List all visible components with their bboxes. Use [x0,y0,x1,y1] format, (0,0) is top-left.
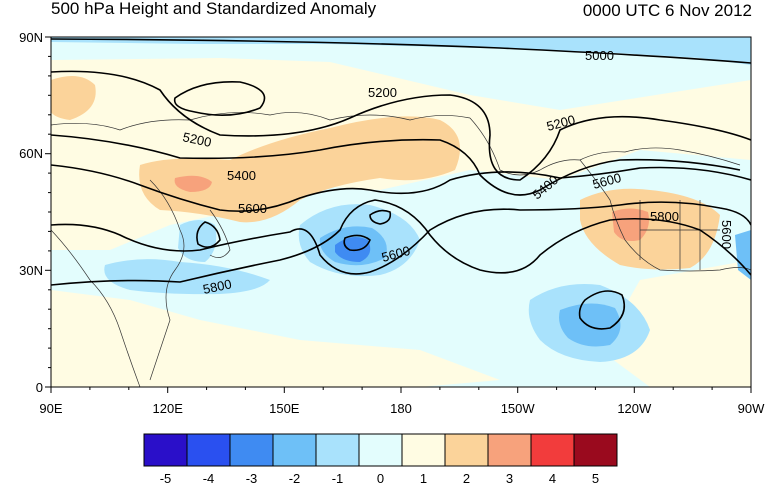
colorbar-label: -3 [246,471,258,486]
coastline-west-us [579,159,751,272]
colorbar-swatch [444,433,489,467]
anomaly-area-warm4 [580,188,720,270]
map-timestamp: 0000 UTC 6 Nov 2012 [582,1,752,20]
contour-subtrop-low [578,290,626,330]
colorbar-swatch [573,433,618,467]
lon-label-120w: 120W [617,401,652,416]
lat-label-60n: 60N [19,146,43,161]
colorbar-swatch [401,433,446,467]
anomaly-area-warm2 [139,116,460,223]
contour-label-5600-b: 5600 [380,243,412,265]
coastline-siberia [51,112,471,131]
colorbar-swatch [143,433,188,467]
borders-us-states [639,200,720,270]
lon-label-90w: 90W [738,401,765,416]
colorbar-label: -5 [160,471,172,486]
coastline-east-asia [149,179,185,381]
colorbar-swatch [530,433,575,467]
lat-label-30n: 30N [19,263,43,278]
anomaly-area-pos2 [51,290,500,387]
coastline-se-asia [51,229,141,387]
lat-ticks [45,36,51,388]
contour-label-5600-c: 5600 [591,170,623,192]
contour-5000 [51,38,751,64]
colorbar-label: 0 [377,471,384,486]
contour-label-5200-c: 5200 [545,112,577,134]
colorbar: -5 -4 -3 -2 -1 0 1 2 3 4 5 [143,433,618,486]
colorbar-label: 1 [420,471,427,486]
height-contours [51,38,751,330]
coastlines [51,112,751,387]
contour-label-5200-a: 5200 [368,85,397,100]
lon-label-150w: 150W [501,401,536,416]
contour-label-5400-a: 5400 [227,168,256,183]
colorbar-label: 5 [592,471,599,486]
coastline-japan [209,209,231,258]
colorbar-label: -2 [289,471,301,486]
colorbar-swatch [186,433,231,467]
contour-label-5800-b: 5800 [650,209,679,224]
colorbar-label: 2 [463,471,470,486]
contour-5600 [51,164,751,212]
contour-low-ring2 [343,234,371,252]
colorbar-label: 3 [506,471,513,486]
contour-label-5200-b: 5200 [181,129,212,150]
colorbar-swatch [358,433,403,467]
contour-label-5000: 5000 [585,48,614,63]
contour-japan-low [196,221,221,248]
contour-5800 [51,199,751,286]
colorbar-swatch [272,433,317,467]
colorbar-swatch [487,433,532,467]
contour-label-5800-a: 5800 [202,276,233,297]
anomaly-field [51,37,751,387]
anomaly-area-neg0 [51,37,751,65]
lon-label-120e: 120E [153,401,184,416]
anomaly-area-cool7 [559,303,621,347]
contour-low-ring1 [369,209,392,225]
contour-label-5600-a: 5600 [238,201,267,216]
colorbar-label: -1 [332,471,344,486]
colorbar-label: -4 [203,471,215,486]
lon-label-90e: 90E [39,401,62,416]
contour-5600-lower [51,201,751,275]
colorbar-swatch [229,433,274,467]
lon-label-180: 180 [390,401,412,416]
lon-ticks [50,387,752,393]
anomaly-area-pos3 [600,260,751,387]
contour-5200-ring [173,81,266,116]
contour-5200 [51,70,751,181]
contour-5400 [51,134,741,196]
lon-label-150e: 150E [269,401,300,416]
colorbar-label: 4 [549,471,556,486]
lat-label-0: 0 [36,380,43,395]
lat-label-90n: 90N [19,30,43,45]
map-title: 500 hPa Height and Standardized Anomaly [51,0,377,18]
anomaly-area-warm1 [51,76,96,120]
anomaly-area-cool5 [104,259,271,295]
contour-label-5600-d: 5600 [719,220,734,249]
colorbar-swatch [315,433,360,467]
anomaly-area-warm3 [174,175,212,192]
